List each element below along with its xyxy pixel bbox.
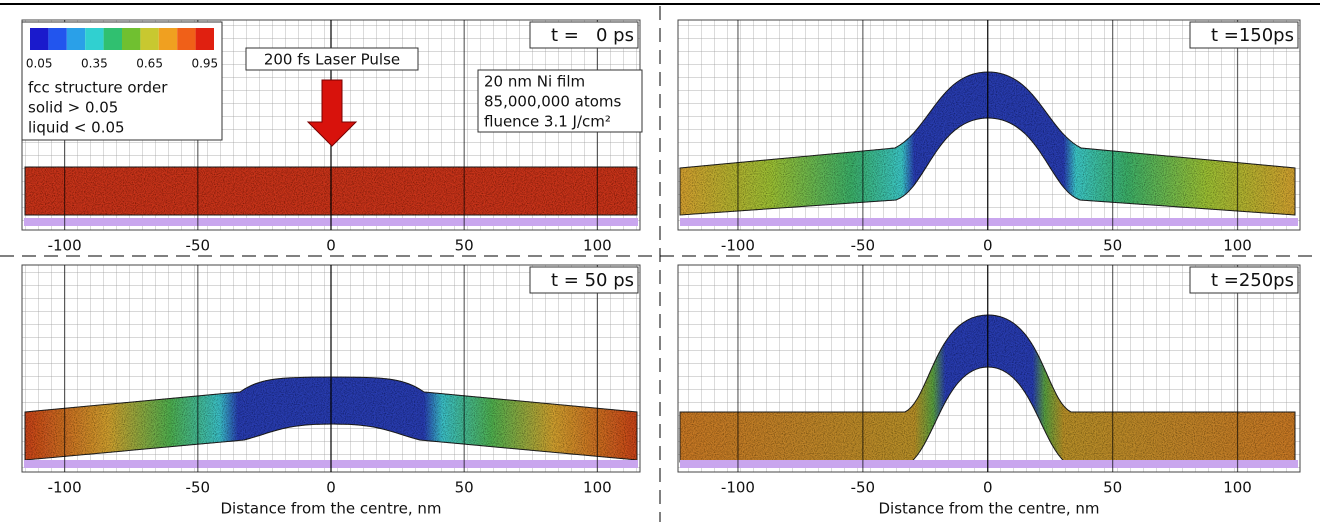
x-tick-label: 100 bbox=[583, 479, 612, 497]
x-tick-label: -100 bbox=[48, 479, 82, 497]
colorbar-tick: 0.35 bbox=[81, 57, 108, 71]
time-label: t =150ps bbox=[1211, 25, 1294, 46]
time-box bbox=[529, 266, 639, 294]
colorbar: 0.05 0.35 0.65 0.95 bbox=[26, 28, 218, 71]
color-swatch bbox=[158, 28, 178, 50]
time-box bbox=[529, 21, 639, 49]
color-swatch bbox=[48, 28, 67, 50]
colorbar-tick: 0.65 bbox=[136, 57, 163, 71]
x-tick-label: -50 bbox=[186, 479, 211, 497]
substrate bbox=[680, 218, 1298, 226]
x-tick-label: -100 bbox=[48, 237, 82, 255]
x-tick-label: -100 bbox=[721, 237, 755, 255]
time-label: t =250ps bbox=[1211, 270, 1294, 291]
color-swatch bbox=[122, 28, 141, 50]
time-label: t = 50 ps bbox=[551, 270, 634, 291]
laser-box bbox=[245, 47, 419, 71]
x-axis-label: Distance from the centre, nm bbox=[220, 500, 441, 518]
x-tick-label: 0 bbox=[983, 237, 993, 255]
x-tick-label: 50 bbox=[455, 237, 474, 255]
film-info: fluence 3.1 J/cm² bbox=[484, 113, 611, 131]
legend-text: solid > 0.05 bbox=[28, 99, 118, 117]
x-tick-label: -50 bbox=[851, 237, 876, 255]
time-label: t = 0 ps bbox=[551, 25, 634, 46]
film bbox=[679, 71, 1296, 216]
x-tick-label: 50 bbox=[1103, 237, 1122, 255]
x-tick-label: -50 bbox=[851, 479, 876, 497]
colorbar-tick: 0.95 bbox=[191, 57, 218, 71]
x-tick-label: 0 bbox=[983, 479, 993, 497]
x-tick-label: 50 bbox=[1103, 479, 1122, 497]
x-tick-label: 100 bbox=[583, 237, 612, 255]
color-swatch bbox=[140, 28, 159, 50]
legend: 0.05 0.35 0.65 0.95 fcc structure order sol… bbox=[21, 21, 223, 141]
info-box bbox=[477, 69, 643, 133]
colorbar-tick: 0.05 bbox=[26, 57, 53, 71]
x-axis-label: Distance from the centre, nm bbox=[878, 500, 1099, 518]
x-tick-label: 100 bbox=[1223, 479, 1252, 497]
color-swatch bbox=[30, 28, 49, 50]
color-swatch bbox=[103, 28, 122, 50]
color-swatch bbox=[195, 28, 214, 50]
color-swatch bbox=[66, 28, 86, 50]
x-tick-label: -50 bbox=[186, 237, 211, 255]
legend-text: liquid < 0.05 bbox=[28, 119, 125, 137]
x-tick-label: 100 bbox=[1223, 237, 1252, 255]
film-info: 85,000,000 atoms bbox=[484, 93, 622, 111]
film-info: 20 nm Ni film bbox=[484, 73, 585, 91]
color-swatch bbox=[177, 28, 196, 50]
x-tick-label: 0 bbox=[326, 479, 336, 497]
time-box bbox=[1189, 266, 1299, 294]
panels: -100 -50 0 50 100 t = 0 ps -100 -50 0 50 100 t =150… bbox=[21, 19, 1301, 518]
time-box bbox=[1189, 21, 1299, 49]
legend-text: fcc structure order bbox=[28, 79, 168, 97]
color-swatch bbox=[85, 28, 104, 50]
x-tick-label: 0 bbox=[326, 237, 336, 255]
substrate bbox=[680, 460, 1298, 468]
x-tick-label: 50 bbox=[455, 479, 474, 497]
laser-label: 200 fs Laser Pulse bbox=[264, 51, 400, 69]
x-tick-label: -100 bbox=[721, 479, 755, 497]
laser-arrow bbox=[306, 79, 358, 147]
